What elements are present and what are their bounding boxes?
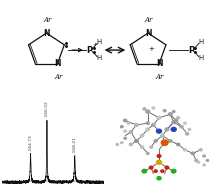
Text: Ar: Ar <box>54 73 63 81</box>
Text: H: H <box>96 40 102 46</box>
Circle shape <box>169 140 172 142</box>
Circle shape <box>157 155 161 157</box>
Circle shape <box>127 122 130 124</box>
Circle shape <box>146 110 150 113</box>
Text: -168.21: -168.21 <box>73 136 77 153</box>
Circle shape <box>129 131 132 133</box>
Text: H: H <box>96 55 102 61</box>
Circle shape <box>141 146 144 148</box>
Circle shape <box>124 137 126 139</box>
Circle shape <box>156 160 162 164</box>
Text: N: N <box>54 59 61 68</box>
Circle shape <box>143 108 146 110</box>
Circle shape <box>154 170 157 172</box>
Circle shape <box>142 169 147 173</box>
Circle shape <box>172 121 175 124</box>
Circle shape <box>157 116 161 119</box>
Circle shape <box>174 119 178 122</box>
Circle shape <box>186 133 189 135</box>
Text: Ar: Ar <box>43 16 52 24</box>
Circle shape <box>183 149 186 151</box>
Circle shape <box>161 170 164 172</box>
Circle shape <box>184 122 186 124</box>
Circle shape <box>203 155 205 157</box>
Circle shape <box>191 152 194 155</box>
Circle shape <box>168 113 172 116</box>
Circle shape <box>146 152 149 154</box>
Circle shape <box>206 160 209 161</box>
Circle shape <box>199 149 202 151</box>
Text: Ar: Ar <box>145 16 153 24</box>
Circle shape <box>171 127 176 131</box>
Text: H: H <box>198 55 203 61</box>
Circle shape <box>152 124 155 126</box>
Text: P: P <box>87 46 93 55</box>
Text: H: H <box>198 40 203 46</box>
Text: -166.02: -166.02 <box>45 100 49 117</box>
Circle shape <box>121 126 123 128</box>
Circle shape <box>165 128 169 131</box>
Circle shape <box>150 146 152 148</box>
Circle shape <box>141 134 144 137</box>
Text: +: + <box>92 42 97 47</box>
Circle shape <box>171 169 176 173</box>
Text: N: N <box>156 59 162 68</box>
Text: N: N <box>43 29 50 38</box>
Text: Ar: Ar <box>156 73 164 81</box>
Circle shape <box>135 123 138 126</box>
Circle shape <box>197 161 200 163</box>
Circle shape <box>203 164 205 166</box>
Text: +: + <box>149 46 154 52</box>
Circle shape <box>129 143 132 146</box>
Circle shape <box>188 128 191 130</box>
Circle shape <box>149 166 153 169</box>
Circle shape <box>135 140 138 142</box>
Circle shape <box>165 166 169 169</box>
Text: N: N <box>145 29 151 38</box>
Text: P: P <box>188 46 194 55</box>
Circle shape <box>163 110 166 112</box>
Circle shape <box>156 129 162 133</box>
Circle shape <box>121 142 123 144</box>
Circle shape <box>177 117 179 119</box>
Circle shape <box>161 134 164 137</box>
Circle shape <box>172 111 175 113</box>
Circle shape <box>146 128 149 131</box>
Circle shape <box>195 159 198 162</box>
Circle shape <box>154 140 157 142</box>
Text: -164.73: -164.73 <box>29 134 32 151</box>
Circle shape <box>157 177 161 180</box>
Circle shape <box>177 143 180 146</box>
Circle shape <box>116 144 118 145</box>
Circle shape <box>146 122 149 124</box>
Circle shape <box>161 140 168 145</box>
Circle shape <box>180 125 183 128</box>
Circle shape <box>124 130 127 132</box>
Circle shape <box>152 107 155 109</box>
Circle shape <box>124 119 127 122</box>
